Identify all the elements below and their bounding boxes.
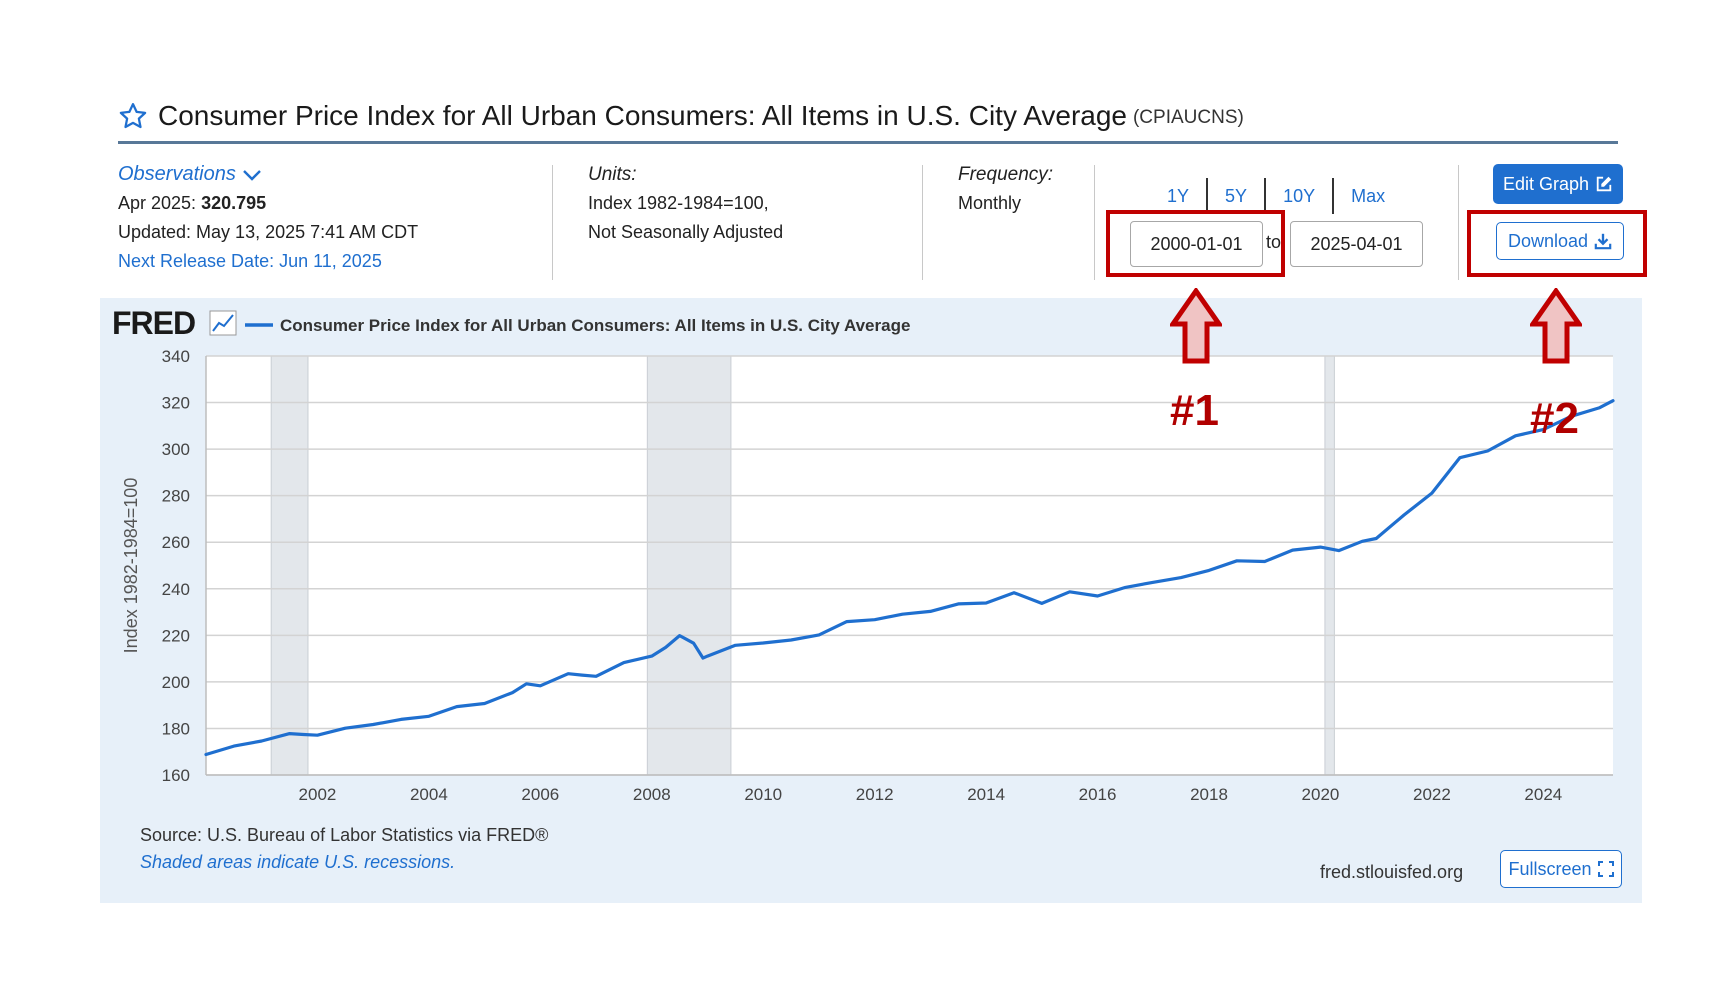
recession-band bbox=[270, 355, 309, 776]
highlight-box-date-range bbox=[1106, 210, 1285, 277]
range-divider bbox=[1264, 178, 1267, 214]
annotation-label-2: #2 bbox=[1530, 394, 1579, 443]
star-icon[interactable] bbox=[118, 101, 148, 131]
observations-block: Observations Apr 2025: 320.795 Updated: … bbox=[118, 160, 418, 276]
fred-domain[interactable]: fred.stlouisfed.org bbox=[1320, 862, 1464, 882]
latest-observation-label: Apr 2025: bbox=[118, 193, 197, 213]
plot-area bbox=[206, 356, 1613, 775]
x-tick-label: 2006 bbox=[521, 785, 559, 804]
y-tick-label: 280 bbox=[162, 487, 190, 506]
chart-panel: 160 180 200 220 240 260 280 300 320 340 2002 2004 20… bbox=[100, 298, 1642, 903]
download-icon bbox=[1594, 233, 1612, 250]
fred-logo[interactable]: FRED bbox=[112, 305, 196, 341]
page-title-row: Consumer Price Index for All Urban Consu… bbox=[118, 96, 1244, 136]
y-tick-label: 320 bbox=[162, 394, 190, 413]
fullscreen-label: Fullscreen bbox=[1508, 858, 1592, 879]
x-tick-label: 2020 bbox=[1302, 785, 1340, 804]
recession-band bbox=[646, 355, 732, 776]
range-5y-button[interactable]: 5Y bbox=[1225, 186, 1248, 206]
range-1y-button[interactable]: 1Y bbox=[1167, 186, 1190, 206]
title-divider bbox=[118, 141, 1618, 144]
chart-icon-line bbox=[212, 314, 234, 332]
units-line1: Index 1982-1984=100, bbox=[588, 193, 769, 213]
start-date-input[interactable]: 2000-01-01 bbox=[1130, 221, 1263, 267]
x-tick-label: 2018 bbox=[1190, 785, 1228, 804]
divider bbox=[1094, 165, 1095, 280]
x-tick-label: 2024 bbox=[1524, 785, 1562, 804]
download-label: Download bbox=[1507, 230, 1589, 251]
end-date-input[interactable]: 2025-04-01 bbox=[1290, 221, 1423, 267]
observations-toggle[interactable]: Observations bbox=[118, 160, 262, 189]
source-text: Source: U.S. Bureau of Labor Statistics … bbox=[140, 825, 549, 845]
edit-icon bbox=[1596, 176, 1612, 192]
x-tick-label: 2004 bbox=[410, 785, 448, 804]
updated-text: Updated: May 13, 2025 7:41 AM CDT bbox=[118, 222, 419, 242]
cpi-line-chart[interactable]: 160 180 200 220 240 260 280 300 320 340 2002 2004 20… bbox=[100, 298, 1642, 903]
recession-note[interactable]: Shaded areas indicate U.S. recessions. bbox=[140, 852, 456, 872]
y-tick-label: 160 bbox=[162, 766, 190, 785]
up-arrow-icon bbox=[1170, 288, 1222, 364]
range-selector: 1Y 5Y 10Y Max bbox=[1150, 178, 1402, 214]
x-tick-label: 2022 bbox=[1413, 785, 1451, 804]
range-divider bbox=[1332, 178, 1335, 214]
page-title: Consumer Price Index for All Urban Consu… bbox=[158, 100, 1127, 131]
x-tick-label: 2010 bbox=[744, 785, 782, 804]
frequency-value: Monthly bbox=[958, 193, 1022, 213]
y-tick-label: 220 bbox=[162, 626, 190, 645]
y-axis-label: Index 1982-1984=100 bbox=[121, 478, 141, 654]
next-release-link[interactable]: Next Release Date: Jun 11, 2025 bbox=[118, 251, 382, 271]
x-tick-label: 2008 bbox=[633, 785, 671, 804]
frequency-block: Frequency: Monthly bbox=[958, 160, 1053, 218]
frequency-label: Frequency: bbox=[958, 164, 1054, 185]
x-tick-label: 2002 bbox=[299, 785, 337, 804]
x-tick-label: 2014 bbox=[967, 785, 1005, 804]
legend-label: Consumer Price Index for All Urban Consu… bbox=[280, 316, 910, 335]
chevron-down-icon bbox=[242, 169, 261, 181]
up-arrow-icon bbox=[1530, 288, 1582, 364]
units-line2: Not Seasonally Adjusted bbox=[588, 222, 784, 242]
series-line[interactable] bbox=[204, 399, 1615, 757]
latest-observation-value: 320.795 bbox=[201, 193, 267, 213]
x-tick-label: 2012 bbox=[856, 785, 894, 804]
x-tick-label: 2016 bbox=[1079, 785, 1117, 804]
annotation-label-1: #1 bbox=[1170, 386, 1219, 435]
edit-graph-label: Edit Graph bbox=[1502, 173, 1590, 194]
download-button[interactable]: Download bbox=[1496, 222, 1624, 260]
divider bbox=[922, 165, 923, 280]
y-tick-label: 180 bbox=[162, 719, 190, 738]
units-label: Units: bbox=[588, 164, 637, 185]
range-max-button[interactable]: Max bbox=[1351, 186, 1386, 206]
y-tick-label: 240 bbox=[162, 580, 190, 599]
y-tick-label: 260 bbox=[162, 533, 190, 552]
edit-graph-button[interactable]: Edit Graph bbox=[1493, 164, 1623, 204]
fullscreen-icon bbox=[1597, 861, 1614, 877]
range-10y-button[interactable]: 10Y bbox=[1283, 186, 1316, 206]
highlight-box-download bbox=[1467, 210, 1647, 277]
y-tick-label: 200 bbox=[162, 673, 190, 692]
recession-band bbox=[1324, 355, 1335, 776]
divider bbox=[552, 165, 553, 280]
units-block: Units: Index 1982-1984=100, Not Seasonal… bbox=[588, 160, 783, 247]
y-tick-label: 300 bbox=[162, 440, 190, 459]
chart-icon bbox=[209, 310, 237, 336]
range-divider bbox=[1206, 178, 1209, 214]
latest-observation: Apr 2025: 320.795 bbox=[118, 189, 418, 218]
observations-toggle-label: Observations bbox=[118, 163, 236, 185]
series-id: (CPIAUCNS) bbox=[1132, 107, 1244, 128]
fullscreen-button[interactable]: Fullscreen bbox=[1500, 850, 1622, 888]
date-to-label: to bbox=[1266, 232, 1282, 252]
divider bbox=[1458, 165, 1459, 280]
y-tick-label: 340 bbox=[162, 347, 190, 366]
